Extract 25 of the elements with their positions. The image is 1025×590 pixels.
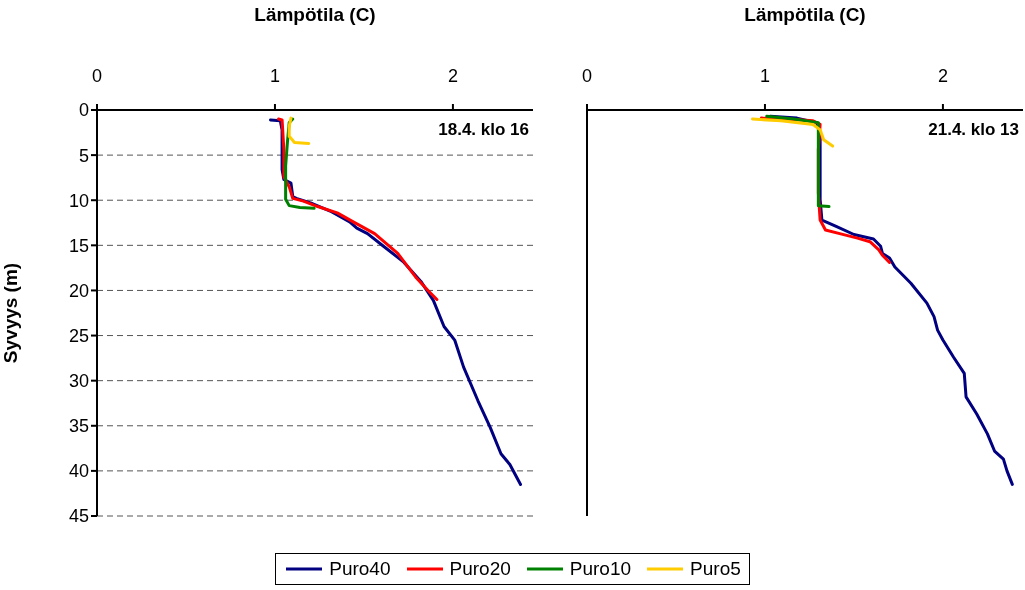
x-tick-label: 1: [759, 66, 770, 86]
x-tick-label: 0: [581, 66, 593, 86]
legend-label: Puro20: [449, 558, 511, 580]
x-axis-title: Lämpötila (C): [744, 4, 866, 26]
legend-label: Puro5: [690, 558, 741, 580]
x-tick-label: 0: [91, 66, 103, 86]
x-tick-label: 1: [269, 66, 280, 86]
annotation: 18.4. klo 16: [438, 120, 529, 140]
y-tick-label: 0: [78, 100, 89, 121]
x-tick-label: 2: [447, 66, 458, 86]
annotation: 21.4. klo 13: [928, 120, 1019, 140]
y-tick-label: 5: [78, 145, 89, 166]
legend-label: Puro40: [329, 558, 391, 580]
y-tick-label: 30: [68, 371, 89, 392]
x-axis-title: Lämpötila (C): [254, 4, 376, 26]
y-tick-label: 25: [68, 325, 89, 346]
y-tick-label: 15: [68, 235, 89, 256]
legend-label: Puro10: [569, 558, 632, 580]
y-axis-title: Syvyys (m): [0, 262, 21, 364]
y-tick-label: 20: [68, 280, 89, 301]
y-tick-label: 45: [68, 506, 89, 527]
y-tick-label: 10: [68, 190, 89, 211]
x-tick-label: 2: [937, 66, 948, 86]
y-tick-label: 35: [68, 416, 89, 437]
y-tick-label: 40: [68, 461, 89, 482]
